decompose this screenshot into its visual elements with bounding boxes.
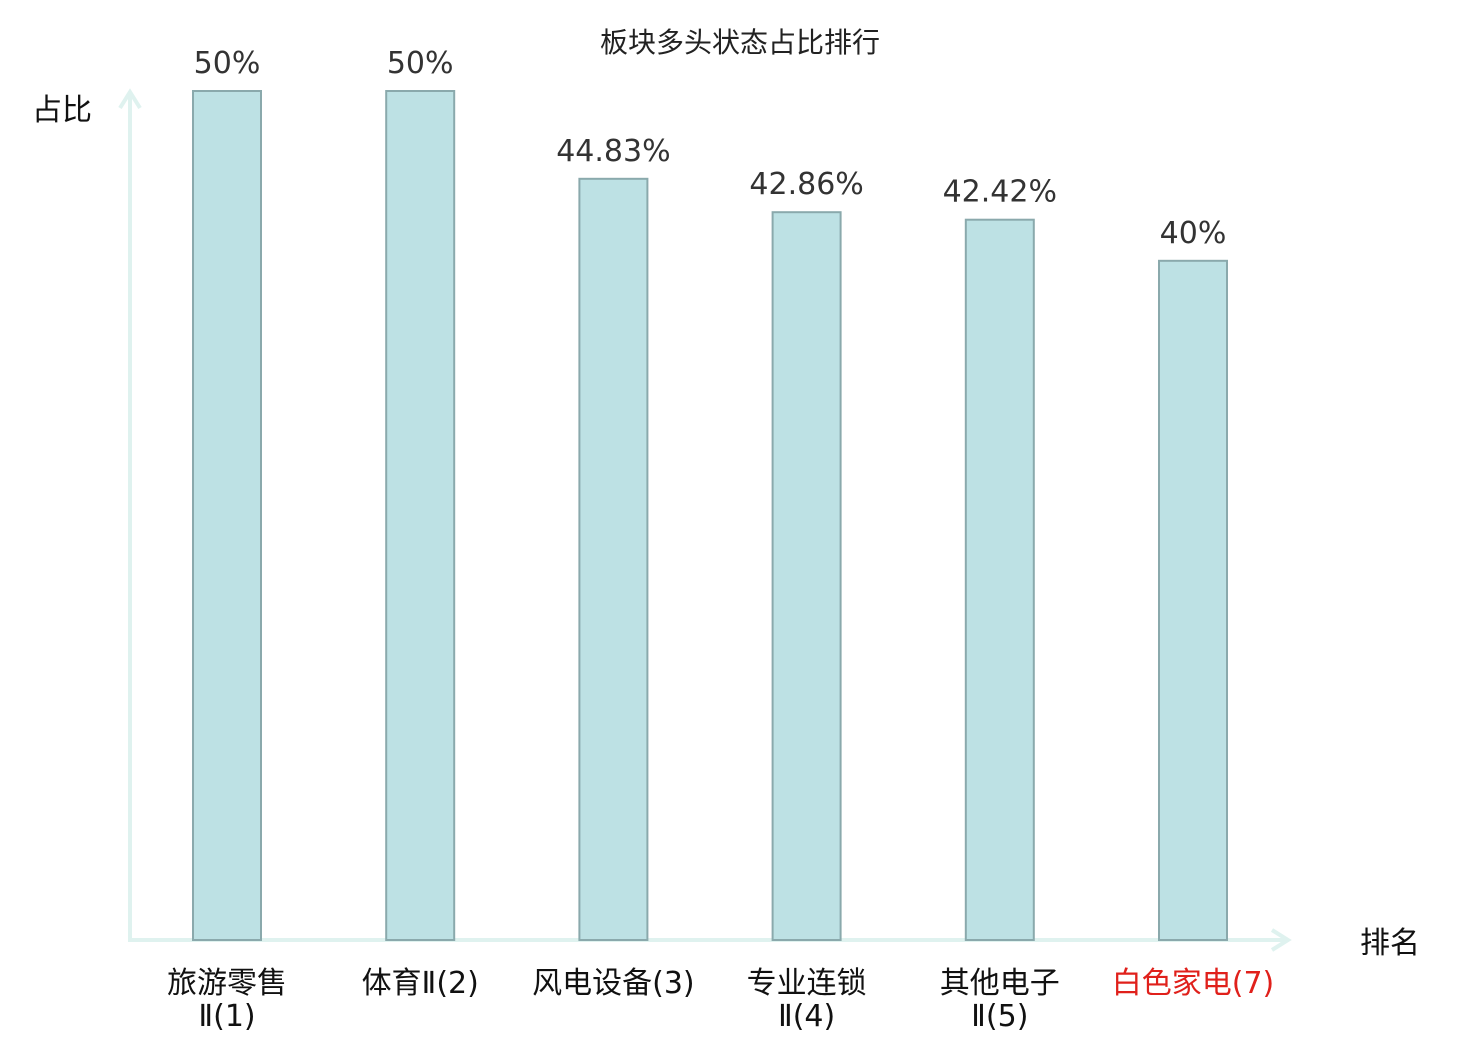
bar-value-label: 50%: [194, 46, 261, 81]
y-axis-label: 占比: [32, 93, 92, 128]
x-tick-label-line: Ⅱ(4): [778, 999, 835, 1034]
x-tick-label: 旅游零售 Ⅱ(1): [167, 966, 287, 1034]
bar-value-label: 42.42%: [943, 175, 1057, 210]
chart-title: 板块多头状态占比排行: [600, 26, 880, 59]
x-tick-label-line: 体育Ⅱ(2): [362, 966, 479, 1001]
x-tick-label-line: 专业连锁: [747, 966, 867, 1001]
bar: [1158, 259, 1228, 941]
x-axis-label: 排名: [1360, 926, 1420, 961]
x-tick-label: 其他电子 Ⅱ(5): [940, 966, 1060, 1034]
bars-group: [192, 90, 1228, 942]
x-tick-label: 白色家电(7): [1112, 966, 1275, 1001]
x-axis-arrow: [1270, 928, 1292, 952]
value-labels-group: 50% 50% 44.83% 42.86% 42.42% 40%: [194, 46, 1227, 251]
bar-value-label: 50%: [387, 46, 454, 81]
x-tick-label-line: 其他电子: [940, 966, 1060, 1001]
x-tick-label: 体育Ⅱ(2): [362, 966, 479, 1001]
x-tick-label: 风电设备(3): [532, 966, 695, 1001]
y-axis-arrow: [118, 88, 142, 110]
x-tick-label-line: Ⅱ(1): [198, 999, 255, 1034]
category-labels-group: 旅游零售 Ⅱ(1) 体育Ⅱ(2) 风电设备(3) 专业连锁 Ⅱ(4) 其他电子 Ⅱ(5) 白色家…: [167, 966, 1274, 1034]
bar: [385, 90, 456, 941]
x-tick-label-line: Ⅱ(5): [971, 999, 1028, 1034]
x-tick-label: 专业连锁 Ⅱ(4): [747, 966, 867, 1034]
bar-value-label: 42.86%: [749, 167, 863, 202]
x-tick-label-line: 白色家电(7): [1112, 966, 1275, 1001]
x-tick-label-line: 风电设备(3): [532, 966, 695, 1001]
bar: [192, 90, 262, 941]
bar-value-label: 44.83%: [556, 134, 670, 169]
bar: [964, 218, 1035, 941]
x-tick-label-line: 旅游零售: [167, 966, 287, 1001]
bar-value-label: 40%: [1160, 216, 1227, 251]
bar: [578, 177, 649, 942]
bar: [771, 211, 842, 941]
